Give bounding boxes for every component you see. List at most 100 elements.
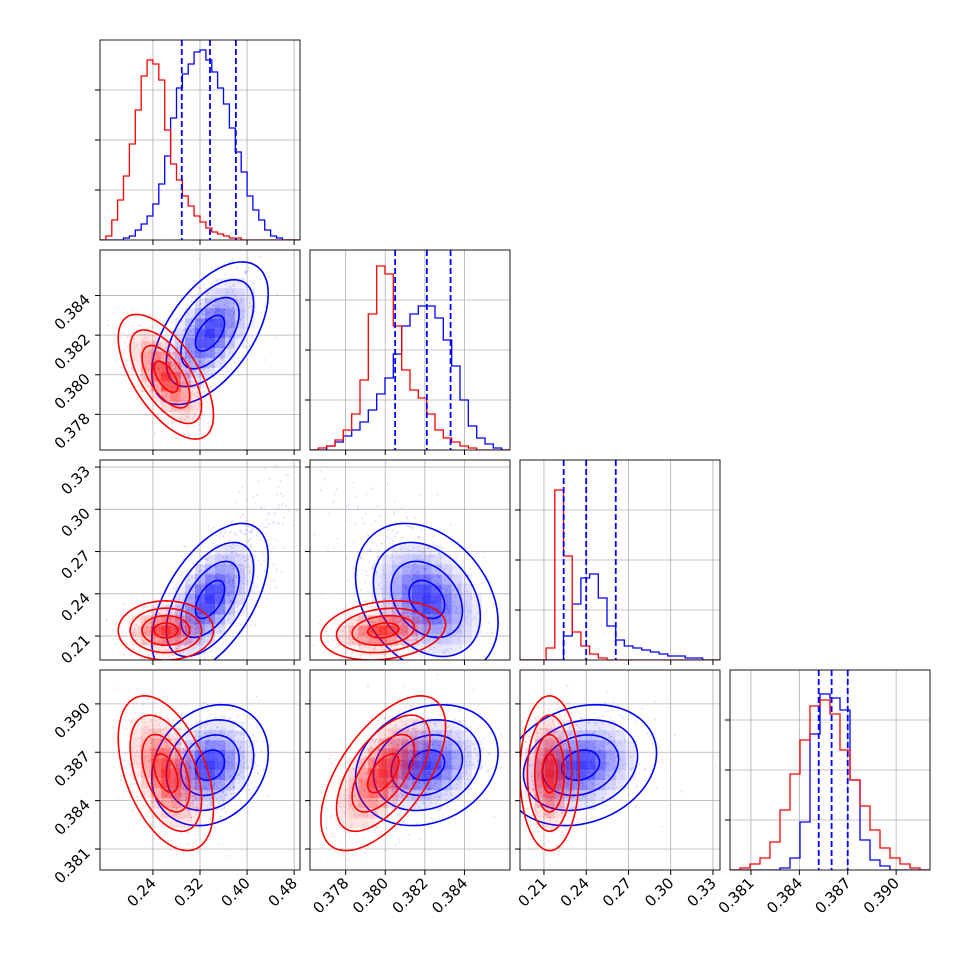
sample-point (190, 767, 193, 769)
sample-point (221, 784, 224, 787)
sample-point (182, 651, 185, 654)
sample-point (191, 401, 194, 403)
sample-point (367, 647, 370, 649)
sample-point (208, 739, 211, 741)
density-tile (205, 308, 215, 319)
sample-point (212, 620, 214, 623)
sample-point (193, 356, 196, 358)
sample-point (190, 767, 193, 769)
sample-point (191, 325, 193, 327)
sample-point (364, 772, 366, 775)
sample-point (188, 756, 191, 759)
sample-point (475, 753, 477, 755)
sample-point (189, 619, 191, 621)
sample-point (367, 623, 370, 626)
sample-point (410, 570, 413, 573)
sample-point (175, 619, 178, 622)
density-tile (381, 614, 392, 625)
sample-point (183, 775, 185, 778)
sample-point (432, 737, 434, 740)
sample-point (177, 797, 180, 800)
sample-point (195, 622, 198, 625)
sample-point (183, 418, 186, 421)
sample-point (373, 740, 375, 743)
sample-point (361, 616, 364, 619)
sample-point (389, 661, 391, 663)
sample-point (207, 361, 209, 363)
sample-point (171, 612, 174, 614)
sample-point (252, 496, 255, 498)
sample-point (172, 330, 174, 332)
sample-point (303, 463, 305, 465)
sample-point (435, 582, 438, 585)
sample-point (173, 802, 176, 805)
sample-point (136, 380, 139, 382)
sample-point (380, 587, 382, 590)
sample-point (187, 321, 190, 323)
sample-point (467, 754, 470, 757)
sample-point (391, 790, 394, 793)
sample-point (188, 380, 191, 383)
sample-point (165, 332, 168, 335)
density-tile (185, 604, 195, 615)
sample-point (177, 605, 179, 608)
sample-point (173, 351, 176, 354)
sample-point (275, 337, 277, 339)
density-tile (140, 381, 151, 392)
sample-point (231, 564, 234, 567)
sample-point (446, 793, 449, 796)
sample-point (243, 574, 246, 576)
sample-point (151, 621, 153, 623)
sample-point (215, 305, 218, 307)
sample-point (463, 766, 465, 769)
sample-point (190, 300, 193, 303)
sample-point (185, 337, 188, 340)
sample-point (171, 616, 174, 619)
sample-point (456, 786, 458, 789)
sample-point (185, 642, 188, 645)
sample-point (452, 601, 455, 604)
density-tile (170, 351, 181, 362)
sample-point (360, 589, 362, 592)
sample-point (173, 396, 175, 398)
sample-point (165, 743, 168, 746)
density-tile (215, 604, 225, 615)
density-tile (431, 614, 442, 625)
sample-point (418, 535, 421, 538)
density-tile (215, 770, 225, 781)
density-tile (391, 554, 402, 565)
sample-point (153, 351, 155, 354)
density-tile (140, 738, 151, 749)
sample-point (328, 512, 331, 515)
sample-point (201, 383, 204, 385)
sample-point (120, 635, 123, 637)
sample-point (179, 621, 182, 624)
density-tile (150, 615, 161, 626)
density-tile (418, 615, 429, 626)
sample-point (437, 809, 440, 812)
sample-point (226, 771, 229, 774)
sample-point (267, 513, 270, 515)
density-tile (391, 544, 402, 555)
sample-point (395, 620, 398, 623)
sample-point (358, 628, 361, 631)
sample-point (232, 748, 235, 751)
sample-point (209, 306, 212, 309)
sample-point (219, 815, 222, 818)
sample-point (164, 733, 167, 736)
sample-point (144, 382, 147, 385)
sample-point (231, 551, 234, 554)
sample-point (147, 340, 149, 342)
sample-point (411, 571, 413, 574)
density-tile (150, 758, 161, 769)
sample-point (432, 741, 435, 744)
sample-point (198, 360, 200, 363)
sample-point (135, 623, 138, 626)
sample-point (183, 626, 186, 628)
sample-point (369, 615, 372, 618)
sample-point (144, 725, 147, 728)
sample-point (153, 637, 156, 640)
sample-point (190, 401, 193, 403)
sample-point (450, 792, 452, 795)
sample-point (228, 577, 230, 580)
